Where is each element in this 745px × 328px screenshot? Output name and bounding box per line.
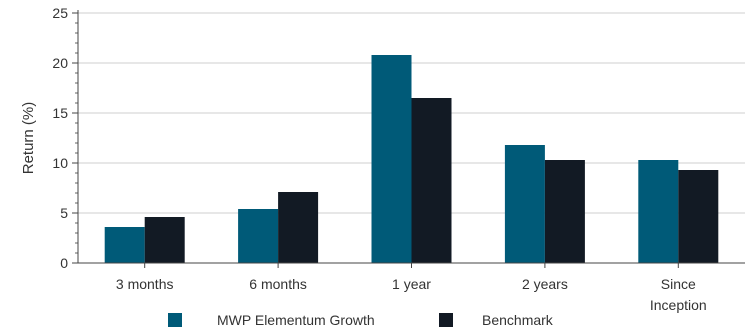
x-category-label: 2 years (522, 276, 568, 292)
x-category-label: Inception (650, 297, 707, 313)
x-category-label: 3 months (116, 276, 174, 292)
legend-swatch-benchmark (439, 313, 453, 327)
legend-label-benchmark: Benchmark (482, 312, 554, 328)
y-tick-label: 10 (52, 155, 68, 171)
x-category-label: 6 months (249, 276, 307, 292)
y-axis-title: Return (%) (20, 102, 37, 175)
bar-fund-1 (238, 209, 279, 263)
x-category-label: Since (661, 276, 696, 292)
x-category-label: 1 year (392, 276, 431, 292)
bar-fund-0 (104, 227, 145, 263)
y-tick-label: 20 (52, 55, 68, 71)
legend: MWP Elementum Growth Benchmark (168, 312, 554, 328)
bars (104, 55, 719, 263)
bar-benchmark-3 (544, 160, 585, 263)
bar-benchmark-0 (144, 217, 185, 263)
bar-benchmark-4 (678, 170, 719, 263)
legend-swatch-fund (168, 313, 182, 327)
bar-fund-4 (638, 160, 679, 263)
y-tick-label: 5 (60, 205, 68, 221)
y-tick-label: 0 (60, 255, 68, 271)
y-tick-label: 15 (52, 105, 68, 121)
bar-benchmark-2 (411, 98, 452, 263)
x-category-labels: 3 months 6 months 1 year 2 years Since Incept… (116, 276, 707, 313)
bar-fund-3 (504, 145, 545, 263)
y-tick-labels: 0 5 10 15 20 25 (52, 5, 68, 271)
bar-fund-2 (371, 55, 412, 263)
bar-benchmark-1 (278, 192, 319, 263)
legend-label-fund: MWP Elementum Growth (217, 312, 375, 328)
y-tick-label: 25 (52, 5, 68, 21)
axes (72, 10, 745, 268)
